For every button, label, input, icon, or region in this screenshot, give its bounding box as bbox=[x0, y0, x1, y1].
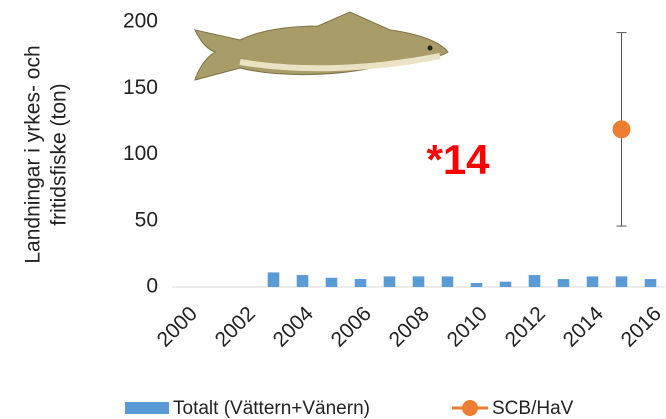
point bbox=[612, 120, 631, 139]
bar bbox=[615, 276, 628, 287]
bar bbox=[557, 279, 570, 287]
x-tick-label: 2006 bbox=[327, 302, 376, 351]
x-tick-label: 2016 bbox=[617, 302, 666, 351]
bar bbox=[267, 272, 280, 287]
y-tick-label: 150 bbox=[123, 76, 158, 99]
x-tick-label: 2014 bbox=[559, 302, 609, 352]
legend-marker bbox=[462, 400, 478, 416]
x-tick-label: 2008 bbox=[385, 302, 434, 351]
y-tick-label: 100 bbox=[123, 142, 158, 165]
x-tick-label: 2004 bbox=[269, 302, 319, 352]
x-tick-label: 2010 bbox=[443, 302, 492, 351]
bar bbox=[383, 276, 396, 287]
bar bbox=[499, 281, 512, 287]
x-tick-label: 2012 bbox=[501, 302, 550, 351]
bar bbox=[412, 276, 425, 287]
y-tick-label: 0 bbox=[146, 275, 158, 298]
legend-label: SCB/HaV bbox=[492, 398, 574, 419]
y-axis-label: fritidsfiske (ton) bbox=[48, 83, 71, 225]
bar bbox=[325, 277, 338, 287]
bar bbox=[441, 276, 454, 287]
annotation: *14 bbox=[426, 136, 490, 183]
legend-label: Totalt (Vättern+Vänern) bbox=[173, 398, 370, 419]
bar bbox=[586, 276, 599, 287]
bar bbox=[470, 283, 483, 287]
y-axis-label: Landningar i yrkes- och bbox=[22, 45, 45, 263]
y-tick-label: 200 bbox=[123, 10, 158, 33]
legend-swatch bbox=[125, 402, 169, 414]
fish-illustration bbox=[194, 11, 449, 81]
bar bbox=[296, 275, 309, 287]
x-tick-label: 2002 bbox=[211, 302, 260, 351]
bar bbox=[528, 275, 541, 287]
x-tick-label: 2000 bbox=[153, 302, 202, 351]
bar bbox=[644, 279, 657, 287]
y-tick-label: 50 bbox=[135, 208, 158, 231]
bar bbox=[354, 279, 367, 287]
